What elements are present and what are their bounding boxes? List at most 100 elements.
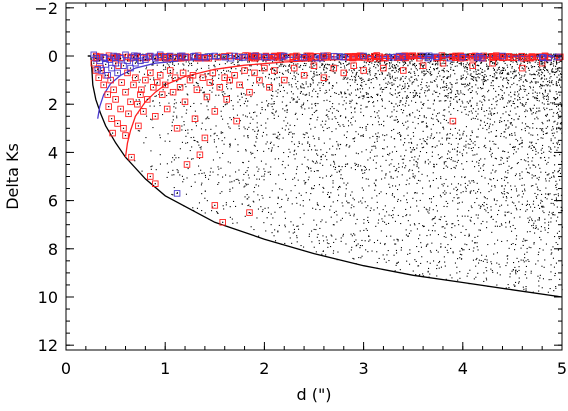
background-dot (205, 118, 207, 120)
background-dot (510, 243, 512, 245)
background-dot (553, 176, 555, 178)
background-dot (175, 157, 177, 159)
background-dot (267, 104, 269, 106)
background-dot (282, 73, 284, 75)
background-dot (499, 98, 501, 100)
background-dot (397, 171, 399, 173)
background-dot (320, 82, 322, 84)
background-dot (558, 230, 560, 232)
background-dot (464, 215, 466, 217)
background-dot (299, 204, 301, 206)
background-dot (525, 265, 527, 267)
background-dot (452, 134, 454, 136)
background-dot (551, 129, 553, 131)
background-dot (494, 225, 496, 227)
background-dot (158, 93, 160, 95)
background-dot (201, 87, 203, 89)
background-dot (451, 90, 453, 92)
background-dot (386, 74, 388, 76)
background-dot (424, 141, 426, 143)
background-dot (551, 198, 553, 200)
background-dot (544, 67, 546, 69)
background-dot (301, 143, 303, 145)
background-dot (134, 160, 136, 162)
background-dot (459, 134, 461, 136)
background-dot (384, 221, 386, 223)
background-dot (513, 103, 515, 105)
background-dot (518, 115, 520, 117)
background-dot (415, 93, 417, 95)
background-dot (211, 210, 213, 212)
background-dot (554, 72, 556, 74)
background-dot (537, 204, 539, 206)
background-dot (338, 165, 340, 167)
background-dot (501, 90, 503, 92)
background-dot (456, 79, 458, 81)
background-dot (472, 79, 474, 81)
background-dot (432, 225, 434, 227)
background-dot (412, 173, 414, 175)
background-dot (404, 142, 406, 144)
background-dot (211, 83, 213, 85)
background-dot (369, 157, 371, 159)
background-dot (302, 87, 304, 89)
background-dot (463, 145, 465, 147)
background-dot (485, 210, 487, 212)
background-dot (483, 146, 485, 148)
background-dot (408, 71, 410, 73)
background-dot (346, 131, 348, 133)
background-dot (402, 85, 404, 87)
background-dot (432, 172, 434, 174)
background-dot (296, 118, 298, 120)
background-dot (445, 161, 447, 163)
background-dot (531, 218, 533, 220)
background-dot (163, 69, 165, 71)
background-dot (396, 96, 398, 98)
background-dot (433, 196, 435, 198)
background-dot (548, 80, 550, 82)
background-dot (490, 85, 492, 87)
background-dot (363, 222, 365, 224)
background-dot (153, 105, 155, 107)
background-dot (516, 271, 518, 273)
background-dot (431, 219, 433, 221)
background-dot (549, 193, 551, 195)
background-dot (456, 96, 458, 98)
background-dot (543, 212, 545, 214)
background-dot (386, 134, 388, 136)
background-dot (279, 207, 281, 209)
background-dot (495, 143, 497, 145)
background-dot (541, 200, 543, 202)
background-dot (363, 229, 365, 231)
background-dot (315, 110, 317, 112)
background-dot (225, 204, 227, 206)
background-dot (396, 238, 398, 240)
background-dot (162, 89, 164, 91)
background-dot (478, 188, 480, 190)
background-dot (394, 71, 396, 73)
background-dot (514, 228, 516, 230)
background-dot (287, 54, 289, 56)
background-dot (516, 235, 518, 237)
background-dot (390, 177, 392, 179)
background-dot (262, 72, 264, 74)
background-dot (542, 131, 544, 133)
background-dot (174, 58, 176, 60)
background-dot (509, 86, 511, 88)
background-dot (506, 211, 508, 213)
background-dot (290, 190, 292, 192)
background-dot (443, 80, 445, 82)
background-dot (414, 175, 416, 177)
background-dot (303, 246, 305, 248)
background-dot (443, 89, 445, 91)
background-dot (481, 69, 483, 71)
background-dot (383, 88, 385, 90)
background-dot (185, 86, 187, 88)
background-dot (377, 70, 379, 72)
background-dot (417, 75, 419, 77)
background-dot (500, 156, 502, 158)
background-dot (443, 54, 445, 56)
background-dot (504, 53, 506, 55)
background-dot (183, 105, 185, 107)
background-dot (404, 87, 406, 89)
